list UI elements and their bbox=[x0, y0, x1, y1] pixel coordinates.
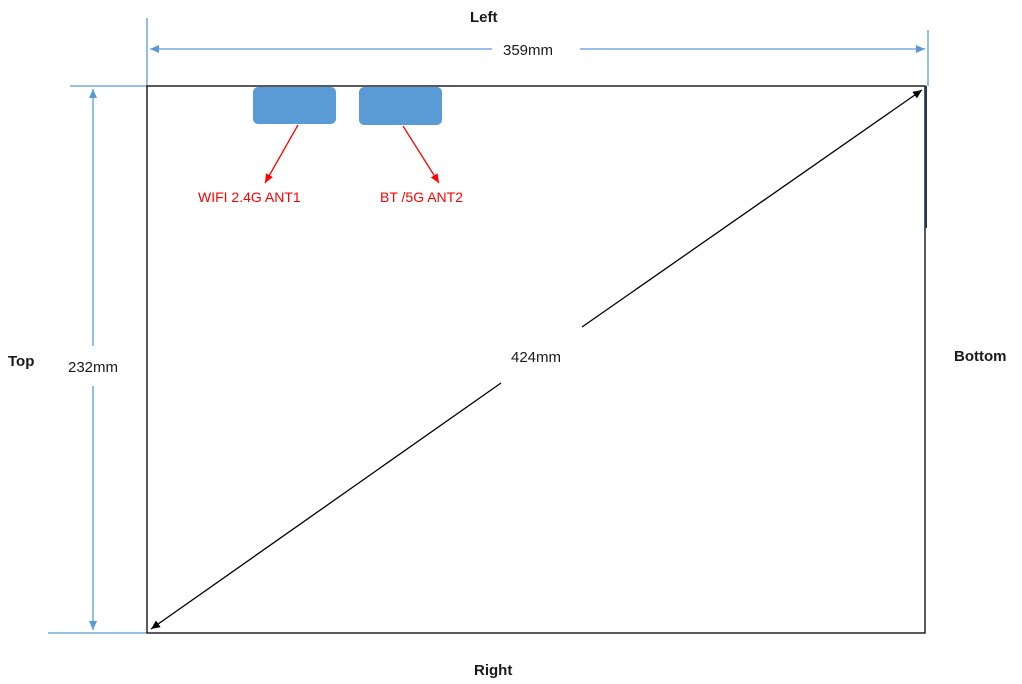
diagonal-line-lower bbox=[150, 382, 502, 630]
width-dimension-label: 359mm bbox=[503, 42, 553, 59]
antenna-bt-5g-ant2 bbox=[359, 87, 442, 125]
side-label-left: Left bbox=[470, 9, 498, 26]
diagonal-line-upper bbox=[581, 89, 923, 328]
side-label-top: Top bbox=[8, 353, 34, 370]
antenna-ant1-label: WIFI 2.4G ANT1 bbox=[198, 189, 301, 205]
antenna-ant1-pointer bbox=[264, 124, 299, 184]
panel-outline bbox=[146, 85, 926, 634]
side-label-bottom: Bottom bbox=[954, 348, 1007, 365]
antenna-wifi-2.4g-ant1 bbox=[253, 87, 336, 124]
antenna-ant2-label: BT /5G ANT2 bbox=[380, 189, 463, 205]
antenna-ant2-pointer bbox=[402, 125, 440, 184]
height-dimension-label: 232mm bbox=[68, 359, 118, 376]
diagonal-dimension-label: 424mm bbox=[511, 349, 561, 366]
side-label-right: Right bbox=[474, 662, 512, 679]
